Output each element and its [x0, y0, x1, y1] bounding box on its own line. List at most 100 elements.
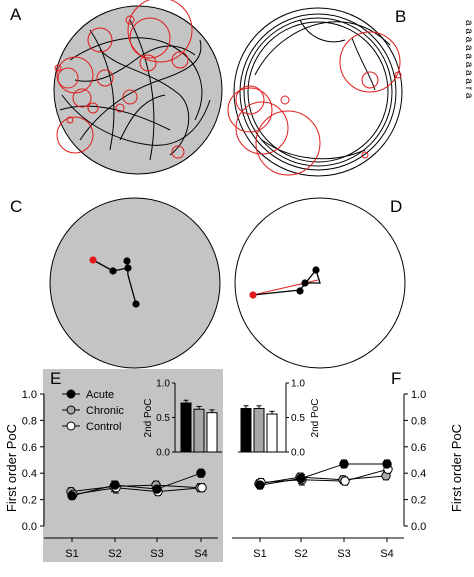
- data-point-acute: [255, 480, 265, 490]
- x-ticks-e: S1 S2 S3 S4: [65, 538, 208, 560]
- inset-tick-label: 0.5: [291, 413, 305, 424]
- x-tick-label: S2: [294, 548, 307, 560]
- legend-item-control: Control: [62, 421, 121, 433]
- x-tick-label: S1: [65, 548, 78, 560]
- bar-control: [266, 413, 278, 453]
- x-tick-label: S3: [337, 548, 350, 560]
- y-tick-label: 0.8: [22, 415, 37, 427]
- x-tick-label: S4: [194, 548, 207, 560]
- data-point-acute: [296, 473, 306, 484]
- x-tick-label: S4: [380, 548, 393, 560]
- node-d: [312, 266, 320, 274]
- bar-control: [206, 412, 218, 453]
- x-tick-label: S3: [150, 548, 163, 560]
- platform-crossings-b: [227, 31, 402, 176]
- panel-f: 0.0 0.2 0.4 0.6 0.8 1.0 S1 S2 S3 S4 First order …: [232, 369, 464, 560]
- y-axis-title-f: First order PoC: [449, 424, 464, 512]
- panel-label-c: C: [10, 197, 22, 216]
- inset-e-bars: [180, 399, 218, 453]
- panel-label-a: A: [10, 5, 22, 24]
- y-tick-label: 0.4: [411, 468, 426, 480]
- node-d: [301, 279, 309, 287]
- node-c: [123, 257, 131, 265]
- panel-label-b: B: [395, 7, 406, 26]
- y-tick-label: 0.2: [411, 495, 426, 507]
- series-line-acute: [71, 472, 202, 497]
- panel-a: A: [10, 0, 223, 175]
- data-point-acute: [67, 490, 77, 501]
- bar-chronic: [253, 408, 265, 453]
- panel-label-d: D: [390, 197, 402, 216]
- data-point-acute: [382, 459, 392, 469]
- inset-f-ylabel: 2nd PoC: [310, 399, 321, 438]
- panel-b: B: [227, 7, 406, 177]
- panel-c: C: [10, 197, 221, 369]
- legend-item-acute: Acute: [62, 389, 114, 401]
- inset-tick-label: 0.0: [156, 448, 170, 459]
- data-point-acute: [152, 484, 162, 494]
- data-point-control: [340, 476, 350, 486]
- y-tick-label: 1.0: [22, 389, 37, 401]
- inset-tick-label: 0.0: [291, 448, 305, 459]
- y-tick-label: 0.8: [411, 415, 426, 427]
- series-f: [254, 459, 393, 490]
- cropped-caption-text: a a a a a a a a r a: [463, 20, 474, 99]
- y-tick-label: 1.0: [411, 389, 426, 401]
- inset-tick-label: 1.0: [291, 379, 305, 390]
- series-line-chronic: [70, 484, 201, 493]
- data-point-acute: [339, 459, 349, 469]
- legend-label-chronic: Chronic: [86, 405, 124, 417]
- inset-e-ylabel: 2nd PoC: [143, 399, 154, 438]
- y-tick-label: 0.0: [411, 521, 426, 533]
- x-tick-label: S1: [253, 548, 266, 560]
- series-line-acute: [259, 463, 387, 486]
- inset-f: 0.0 0.5 1.0 2nd PoC: [238, 379, 321, 459]
- inset-e-ticks: 0.0 0.5 1.0: [156, 379, 175, 459]
- legend: Acute Chronic Control: [62, 389, 124, 433]
- y-ticks-e: 0.0 0.2 0.4 0.6 0.8 1.0: [22, 389, 44, 533]
- inset-f-bars: [240, 405, 278, 453]
- arena-b: [233, 7, 403, 177]
- series-line-control: [260, 468, 389, 483]
- y-tick-label: 0.2: [22, 495, 37, 507]
- legend-item-chronic: Chronic: [62, 405, 124, 417]
- y-tick-label: 0.0: [22, 521, 37, 533]
- legend-label-control: Control: [86, 421, 121, 433]
- arena-a: [53, 5, 223, 175]
- node-c: [109, 267, 117, 275]
- start-dot-d: [249, 291, 257, 299]
- series-e: [66, 468, 207, 501]
- y-tick-label: 0.6: [411, 442, 426, 454]
- node-c: [124, 264, 132, 272]
- y-tick-label: 0.4: [22, 468, 37, 480]
- start-dot-c: [89, 256, 97, 264]
- data-point-acute: [196, 468, 206, 478]
- node-c: [132, 300, 140, 308]
- x-tick-label: S2: [108, 548, 121, 560]
- panel-label-f: F: [391, 369, 401, 388]
- bar-chronic: [193, 408, 205, 453]
- panel-e: 0.0 0.2 0.4 0.6 0.8 1.0 S1 S2 S3 S4 First order …: [4, 369, 223, 562]
- inset-tick-label: 0.5: [156, 413, 170, 424]
- bar-acute: [180, 402, 192, 453]
- x-ticks-f: S1 S2 S3 S4: [253, 538, 394, 560]
- panel-d: D: [234, 197, 406, 369]
- swim-paths-a: [59, 19, 211, 161]
- series-line-control: [72, 487, 203, 495]
- data-point-acute: [110, 480, 120, 490]
- data-point-control: [197, 483, 207, 493]
- y-tick-label: 0.6: [22, 442, 37, 454]
- bar-acute: [240, 408, 252, 453]
- plot-bg-e: [43, 369, 223, 562]
- node-d: [296, 287, 304, 295]
- inset-e: 0.0 0.5 1.0 2nd PoC: [143, 379, 222, 459]
- inset-tick-label: 1.0: [156, 379, 170, 390]
- arena-c: [49, 197, 221, 369]
- legend-label-acute: Acute: [86, 389, 114, 401]
- inset-f-ticks: 0.0 0.5 1.0: [286, 379, 305, 459]
- platform-crossings-a: [54, 0, 193, 159]
- y-ticks-f: 0.0 0.2 0.4 0.6 0.8 1.0: [404, 389, 426, 533]
- y-axis-title-e: First order PoC: [4, 424, 19, 512]
- series-line-chronic: [258, 475, 387, 485]
